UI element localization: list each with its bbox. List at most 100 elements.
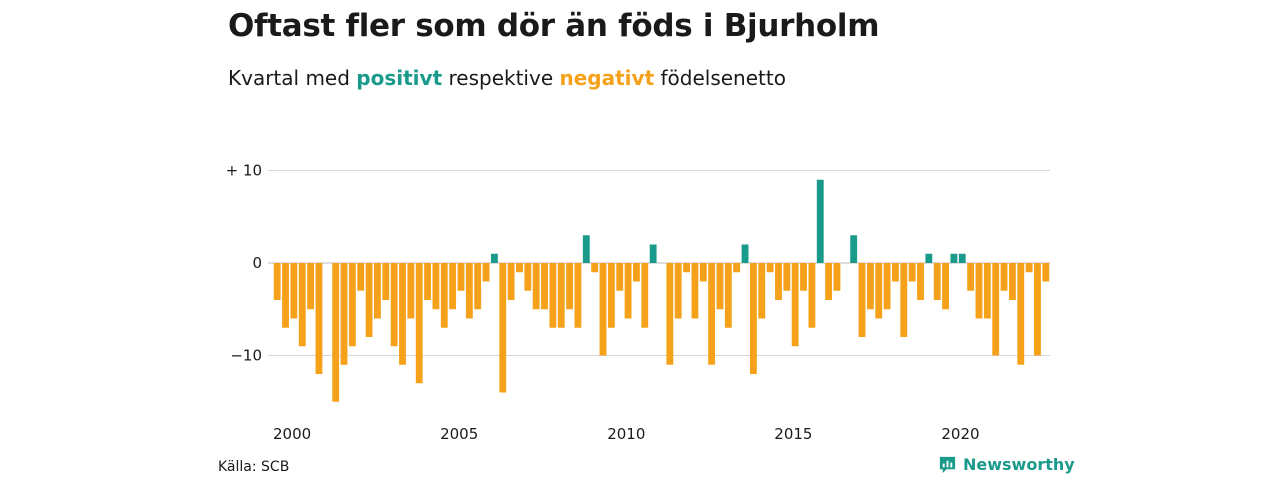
x-tick-label: 2010 — [607, 425, 645, 443]
x-tick-label: 2000 — [273, 425, 311, 443]
y-tick-label: 0 — [252, 254, 262, 272]
bar-negative — [465, 263, 473, 319]
bar-negative — [407, 263, 415, 319]
bar-negative — [624, 263, 632, 319]
bar-negative — [432, 263, 440, 310]
x-tick-label: 2020 — [941, 425, 979, 443]
bar-negative — [1000, 263, 1008, 291]
bar-negative — [607, 263, 615, 328]
bar-negative — [883, 263, 891, 310]
bar-negative — [415, 263, 423, 384]
subtitle-middle: respektive — [448, 66, 554, 90]
brand-logo: Newsworthy — [938, 455, 1075, 474]
bars — [273, 179, 1050, 402]
bar-negative — [892, 263, 899, 282]
bar-negative — [357, 263, 365, 291]
bar-positive — [490, 253, 498, 263]
bar-negative — [875, 263, 883, 319]
source-note: Källa: SCB — [218, 459, 290, 475]
bar-negative — [382, 263, 390, 300]
bar-negative — [557, 263, 565, 328]
bar-negative — [683, 263, 690, 273]
chart-subtitle: Kvartal med positivt respektive negativt… — [228, 66, 786, 90]
bar-negative — [390, 263, 398, 347]
subtitle-positive-label: positivt — [356, 66, 443, 90]
bar-negative — [599, 263, 607, 356]
x-axis-tick-labels: 2000 2005 2010 2015 2020 — [273, 425, 980, 443]
bar-negative — [399, 263, 406, 365]
bar-negative — [332, 263, 340, 402]
bar-negative — [983, 263, 991, 319]
bar-negative — [282, 263, 289, 328]
bar-negative — [724, 263, 732, 328]
x-tick-label: 2005 — [440, 425, 478, 443]
bar-negative — [783, 263, 791, 291]
bar-negative — [340, 263, 348, 365]
bar-negative — [858, 263, 866, 337]
chart-title: Oftast fler som dör än föds i Bjurholm — [228, 8, 880, 44]
bar-positive — [582, 235, 590, 263]
x-tick-label: 2015 — [774, 425, 812, 443]
bar-negative — [699, 263, 707, 282]
bar-negative — [666, 263, 674, 365]
bar-positive — [741, 244, 749, 263]
bar-positive — [850, 235, 858, 263]
newsworthy-logo-icon — [939, 456, 956, 474]
bar-negative — [549, 263, 557, 328]
bar-negative — [833, 263, 841, 291]
bar-negative — [800, 263, 807, 291]
bar-negative — [482, 263, 490, 282]
bar-negative — [1034, 263, 1041, 356]
bar-negative — [917, 263, 924, 300]
bar-negative — [975, 263, 983, 319]
bar-negative — [1042, 263, 1050, 282]
bar-negative — [1008, 263, 1016, 300]
bar-negative — [733, 263, 741, 273]
subtitle-suffix: födelsenetto — [660, 66, 786, 90]
bar-negative — [933, 263, 941, 300]
y-tick-label: + 10 — [226, 162, 262, 180]
bar-negative — [758, 263, 766, 319]
bar-negative — [574, 263, 582, 328]
bar-positive — [958, 253, 966, 263]
bar-negative — [541, 263, 548, 310]
bar-negative — [749, 263, 757, 374]
bar-negative — [315, 263, 323, 374]
bar-negative — [992, 263, 1000, 356]
bar-negative — [908, 263, 916, 282]
bar-negative — [365, 263, 373, 337]
bar-negative — [532, 263, 540, 310]
y-tick-label: −10 — [230, 347, 262, 365]
bar-negative — [440, 263, 448, 328]
bar-negative — [516, 263, 523, 273]
y-axis-tick-labels: + 10 0 −10 — [226, 162, 262, 365]
bar-negative — [866, 263, 874, 310]
bar-negative — [307, 263, 315, 310]
bar-negative — [507, 263, 515, 300]
bar-negative — [474, 263, 482, 310]
bar-negative — [566, 263, 574, 310]
bar-negative — [674, 263, 682, 319]
bar-positive — [649, 244, 657, 263]
bar-negative — [524, 263, 532, 291]
bar-negative — [499, 263, 507, 393]
subtitle-negative-label: negativt — [559, 66, 655, 90]
bar-negative — [825, 263, 833, 300]
bar-negative — [290, 263, 298, 319]
bar-negative — [424, 263, 431, 300]
bar-positive — [950, 253, 958, 263]
bar-negative — [298, 263, 306, 347]
subtitle-prefix: Kvartal med — [228, 66, 350, 90]
bar-negative — [716, 263, 724, 310]
bar-negative — [633, 263, 640, 282]
bar-negative — [1017, 263, 1025, 365]
bar-negative — [808, 263, 816, 328]
bar-negative — [691, 263, 699, 319]
bar-negative — [791, 263, 799, 347]
bar-negative — [775, 263, 782, 300]
bar-positive — [925, 253, 933, 263]
bar-negative — [591, 263, 599, 273]
bar-negative — [900, 263, 908, 337]
bar-negative — [766, 263, 774, 273]
